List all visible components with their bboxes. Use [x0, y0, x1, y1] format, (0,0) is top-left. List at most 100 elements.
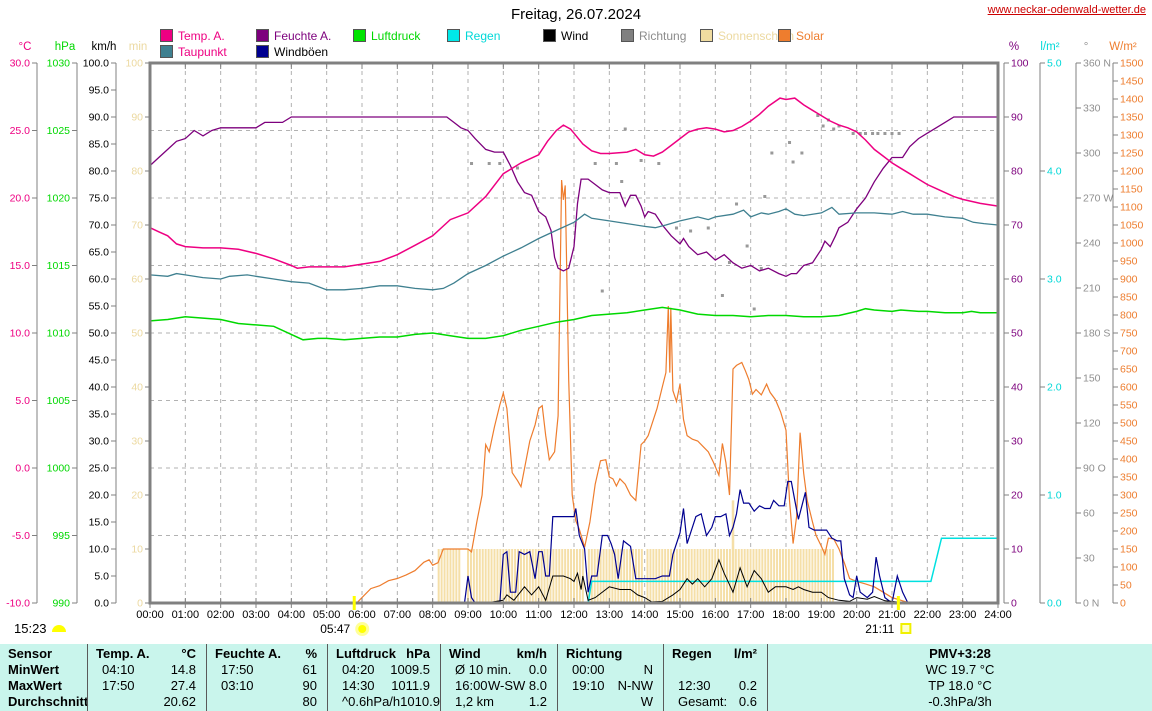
- axis-tick-label: -5.0: [12, 530, 30, 542]
- series-temp-a-: [149, 97, 999, 269]
- axis-unit-label: min: [129, 41, 148, 53]
- axis-tick-label: 900: [1120, 274, 1138, 286]
- axis-tick-label: 1100: [1120, 202, 1143, 214]
- series-richtung-dot: [871, 132, 875, 135]
- stats-cell: 20.62: [88, 694, 206, 710]
- stats-cell: 00:00 N: [558, 662, 663, 678]
- stats-cell-value: 27.4: [170, 678, 196, 693]
- series-richtung-dot: [623, 127, 627, 131]
- axis-tick-label: 60.0: [89, 274, 110, 286]
- x-axis-label: 22:00: [914, 609, 942, 621]
- stats-cell-value: W: [640, 694, 653, 709]
- axis-tick-label: 0.0: [15, 463, 30, 475]
- stats-cell: 16:00 W-SW 8.0: [441, 678, 557, 694]
- series-richtung-dot: [763, 195, 767, 198]
- stats-cell-time: 04:20: [342, 662, 375, 677]
- axis-tick-label: 240: [1083, 238, 1101, 250]
- axis-tick-label: 300: [1120, 490, 1138, 502]
- stats-cell-value: 80: [302, 694, 317, 709]
- axis-tick-label: 3.0: [1047, 274, 1062, 286]
- legend-swatch-icon: [778, 29, 791, 42]
- axis-tick-label: 40: [1011, 382, 1023, 394]
- axis-tick-label: 100: [1011, 58, 1029, 70]
- axis-tick-label: 30: [1011, 436, 1023, 448]
- axis-tick-label: 1025: [47, 125, 71, 137]
- axis-tick-label: 60: [1083, 508, 1095, 520]
- series-taupunkt: [149, 206, 999, 291]
- legend-label: Richtung: [639, 28, 687, 43]
- axis-tick-label: 100.0: [83, 58, 109, 70]
- series-richtung-dot: [689, 229, 693, 233]
- axis-unit-label: °C: [19, 41, 32, 53]
- axis-tick-label: 30: [1083, 553, 1095, 565]
- stats-cell: 04:10 14.8: [88, 662, 206, 678]
- stats-cell-time: 04:10: [102, 662, 135, 677]
- axis-unit-label: %: [1009, 41, 1019, 53]
- axis-tick-label: 90: [1011, 112, 1023, 124]
- stats-cell: 1,2 km 1.2: [441, 694, 557, 710]
- stats-col-header: PMV+3:28: [929, 646, 991, 661]
- series-richtung-dot: [816, 114, 820, 117]
- stats-cell-time: 00:00: [572, 662, 605, 677]
- stats-header-name: Richtung: [566, 646, 623, 661]
- stats-cell: W: [558, 694, 663, 710]
- axis-tick-label: 80.0: [89, 166, 110, 178]
- stats-header-name: Wind: [449, 646, 481, 661]
- series-windb-en: [150, 480, 998, 605]
- axis-tick-label: 120: [1083, 418, 1101, 430]
- axis-tick-label: 1300: [1120, 130, 1144, 142]
- legend-item-richtung: Richtung: [621, 28, 687, 43]
- axis-tick-label: 360 N: [1083, 58, 1111, 70]
- series-richtung-dot: [727, 261, 731, 264]
- stats-cell-value: 1010.9: [400, 694, 440, 709]
- axis-tick-label: 10.0: [89, 544, 110, 556]
- series-richtung-dot: [759, 267, 763, 270]
- stats-cell: [664, 662, 767, 678]
- x-axis-label: 05:00: [313, 609, 341, 621]
- stats-col-header: Richtung: [558, 646, 663, 662]
- stats-cell-time: 12:30: [678, 678, 711, 693]
- stats-col-pmv-3-28: PMV+3:28 WC 19.7 °C TP 18.0 °C -0.3hPa/3h: [767, 644, 1152, 711]
- stats-col-header: Temp. A. °C: [88, 646, 206, 662]
- stats-cell-value: 61: [302, 662, 317, 677]
- website-link[interactable]: www.neckar-odenwald-wetter.de: [987, 4, 1146, 16]
- page-title: Freitag, 26.07.2024: [510, 6, 642, 23]
- stats-header-unit: hPa: [406, 646, 430, 661]
- axis-tick-label: 500: [1120, 418, 1138, 430]
- axis-tick-label: 25.0: [10, 125, 31, 137]
- axis-tick-label: 1020: [47, 193, 71, 205]
- stats-cell: ^0.6hPa/h 1010.9: [328, 694, 440, 710]
- series-richtung-dot: [614, 162, 618, 165]
- stats-col-luftdruck: Luftdruck hPa 04:20 1009.5 14:30 1011.9 ^0.6hP…: [327, 644, 440, 711]
- stats-header-name: Feuchte A.: [215, 646, 281, 661]
- weather-chart: 00:00 01:00 02:00 03:00 04:00 05:00 06:00 07:00…: [6, 41, 1144, 636]
- axis-tick-label: -10.0: [6, 598, 30, 610]
- stats-cell-time: ^0.6hPa/h: [342, 694, 401, 709]
- half-sun-icon: [51, 625, 66, 632]
- stats-col-wind: Wind km/h Ø 10 min. 0.0 16:00 W-SW 8.0 1,2 km 1…: [440, 644, 557, 711]
- stats-row-label: Sensor: [8, 646, 53, 661]
- stats-cell: 80: [207, 694, 327, 710]
- axis-tick-label: 30.0: [89, 436, 110, 448]
- stats-header-name: Luftdruck: [336, 646, 396, 661]
- axis-tick-label: 0: [1011, 598, 1017, 610]
- axis-tick-label: 50: [131, 328, 143, 340]
- footer-time-label: 15:23: [14, 621, 47, 636]
- axis-tick-label: 1050: [1120, 220, 1144, 232]
- stats-cell-time: 03:10: [221, 678, 254, 693]
- x-axis-label: 13:00: [596, 609, 624, 621]
- axis-tick-label: 180 S: [1083, 328, 1110, 340]
- stats-cell: Gesamt: 0.6: [664, 694, 767, 710]
- stats-row-label: Durchschnitt: [8, 694, 89, 709]
- stats-col-header: Regen l/m²: [664, 646, 767, 662]
- series-richtung-dot: [735, 202, 739, 206]
- x-axis-label: 09:00: [454, 609, 482, 621]
- stats-cell-value: N-NW: [617, 678, 653, 693]
- axis-tick-label: 4.0: [1047, 166, 1062, 178]
- legend-item-taupunkt: Taupunkt: [160, 45, 227, 59]
- axis-tick-label: 20: [1011, 490, 1023, 502]
- axis-tick-label: 850: [1120, 292, 1138, 304]
- series-feuchte-a-: [149, 116, 998, 278]
- axis-tick-label: 100: [1120, 562, 1138, 574]
- legend-swatch-icon: [621, 29, 634, 42]
